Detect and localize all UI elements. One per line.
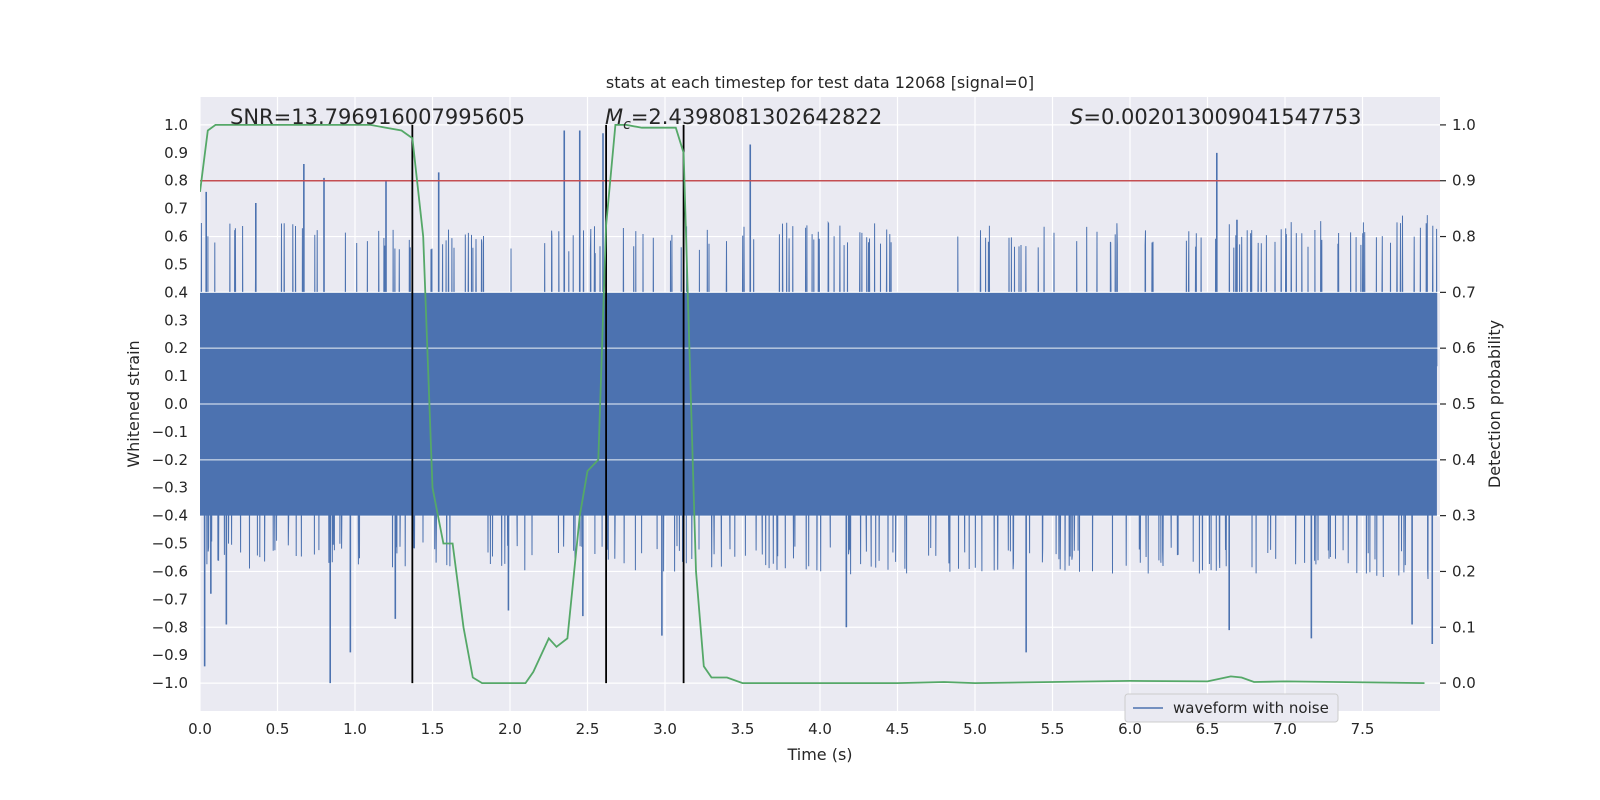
- y-tick-label: −0.4: [152, 507, 188, 525]
- s-annotation: S=0.002013009041547753: [1070, 105, 1361, 129]
- y-axis-ticks: 1.0 0.9 0.8 0.7 0.6 0.5 0.4 0.3 0.2 0.1 0.0 −0.1 −0.…: [152, 116, 188, 692]
- legend: waveform with noise: [1124, 693, 1339, 723]
- y2-tick-label: 0.7: [1452, 283, 1476, 301]
- x-tick-label: 2.0: [498, 720, 522, 738]
- y-tick-label: 0.9: [164, 144, 188, 162]
- s-value: =0.002013009041547753: [1083, 105, 1361, 129]
- y-tick-label: 0.6: [164, 228, 188, 246]
- y-tick-label: −0.7: [152, 590, 188, 608]
- y-tick-label: 0.2: [164, 339, 188, 357]
- y-axis-label: Whitened strain: [124, 340, 143, 467]
- x-tick-label: 5.5: [1041, 720, 1065, 738]
- y-tick-label: 1.0: [164, 116, 188, 134]
- waveform-series: [200, 130, 1440, 684]
- y-tick-label: −0.5: [152, 535, 188, 553]
- legend-entry-waveform: waveform with noise: [1173, 699, 1329, 717]
- x-tick-label: 1.5: [421, 720, 445, 738]
- x-tick-label: 0.0: [188, 720, 212, 738]
- y-tick-label: −0.9: [152, 646, 188, 664]
- y2-tick-label: 0.5: [1452, 395, 1476, 413]
- detection-probability-line: [200, 124, 1425, 685]
- y-tick-label: 0.8: [164, 172, 188, 190]
- x-tick-label: 4.5: [886, 720, 910, 738]
- s-symbol: S: [1070, 105, 1083, 129]
- y-tick-label: 0.3: [164, 311, 188, 329]
- detection-probability-series: [200, 124, 1425, 685]
- x-tick-label: 3.0: [653, 720, 677, 738]
- x-tick-label: 7.0: [1273, 720, 1297, 738]
- x-tick-label: 0.5: [266, 720, 290, 738]
- y-tick-label: 0.0: [164, 395, 188, 413]
- chirp-mass-symbol: M: [605, 105, 623, 129]
- chirp-mass-subscript: c: [623, 117, 631, 133]
- y2-axis-label: Detection probability: [1485, 320, 1504, 488]
- y2-tick-label: 0.2: [1452, 562, 1476, 580]
- y2-tick-label: 0.3: [1452, 507, 1476, 525]
- y2-axis-ticks: 1.0 0.9 0.8 0.7 0.6 0.5 0.4 0.3 0.2 0.1 0.0: [1440, 116, 1476, 692]
- y2-tick-label: 0.6: [1452, 339, 1476, 357]
- y2-tick-label: 0.8: [1452, 228, 1476, 246]
- y2-tick-label: 0.0: [1452, 674, 1476, 692]
- x-axis-ticks: 0.0 0.5 1.0 1.5 2.0 2.5 3.0 3.5 4.0 4.5 5.0 5.5 6.0 6…: [188, 720, 1374, 738]
- y-tick-label: −0.1: [152, 423, 188, 441]
- x-tick-label: 3.5: [731, 720, 755, 738]
- y-tick-label: −1.0: [152, 674, 188, 692]
- y2-tick-label: 0.9: [1452, 172, 1476, 190]
- x-tick-label: 2.5: [576, 720, 600, 738]
- legend-box: [1124, 693, 1339, 723]
- x-tick-label: 1.0: [343, 720, 367, 738]
- x-tick-label: 5.0: [963, 720, 987, 738]
- chirp-mass-value: =2.4398081302642822: [631, 105, 882, 129]
- chart-title: stats at each timestep for test data 120…: [606, 73, 1034, 92]
- x-tick-label: 6.0: [1118, 720, 1142, 738]
- y-tick-label: −0.8: [152, 618, 188, 636]
- y2-tick-label: 0.4: [1452, 451, 1476, 469]
- chirp-mass-annotation: Mc=2.4398081302642822: [605, 105, 882, 133]
- x-tick-label: 4.0: [808, 720, 832, 738]
- x-axis-label: Time (s): [786, 745, 852, 764]
- x-tick-label: 7.5: [1351, 720, 1375, 738]
- y-tick-label: 0.4: [164, 283, 188, 301]
- y-tick-label: 0.7: [164, 200, 188, 218]
- y-tick-label: 0.1: [164, 367, 188, 385]
- y2-tick-label: 1.0: [1452, 116, 1476, 134]
- y-tick-label: −0.6: [152, 562, 188, 580]
- snr-annotation: SNR=13.796916007995605: [230, 105, 525, 129]
- y2-tick-label: 0.1: [1452, 618, 1476, 636]
- x-tick-label: 6.5: [1196, 720, 1220, 738]
- y-tick-label: −0.3: [152, 479, 188, 497]
- y-tick-label: −0.2: [152, 451, 188, 469]
- y-tick-label: 0.5: [164, 255, 188, 273]
